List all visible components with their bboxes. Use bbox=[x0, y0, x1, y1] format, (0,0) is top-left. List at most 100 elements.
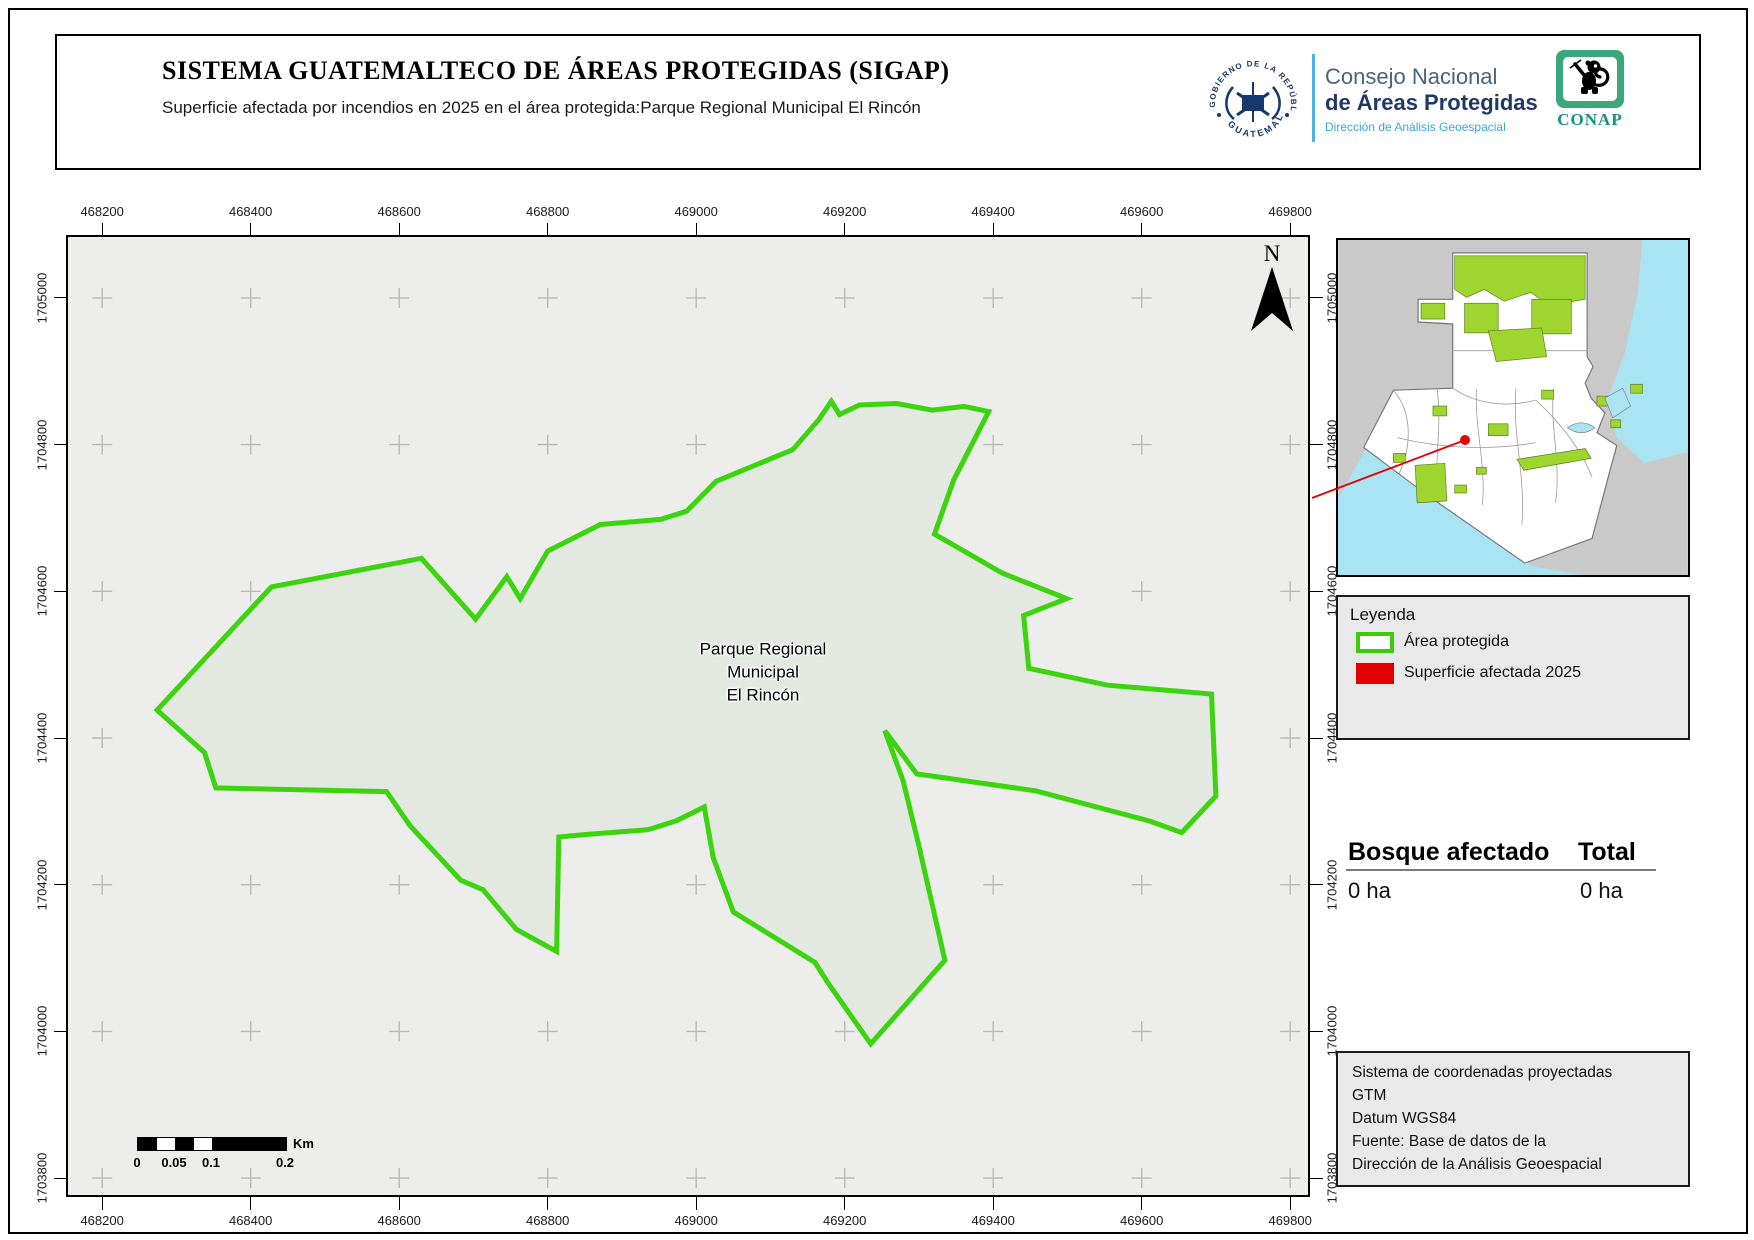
protected-area-swatch-icon bbox=[1356, 632, 1394, 653]
protected-area-label: Parque Regional Municipal El Rincón bbox=[699, 639, 827, 705]
x-tick-label: 468400 bbox=[228, 1213, 273, 1228]
brand-divider bbox=[1312, 54, 1315, 142]
x-tick-label: 469800 bbox=[1268, 204, 1312, 219]
x-tick bbox=[695, 223, 697, 236]
x-tick-label: 468800 bbox=[525, 204, 570, 219]
legend-title: Leyenda bbox=[1350, 605, 1416, 624]
x-tick bbox=[547, 223, 549, 236]
x-tick-label: 468600 bbox=[377, 1213, 421, 1228]
x-tick-label: 469200 bbox=[822, 1213, 867, 1228]
y-tick bbox=[1310, 1177, 1323, 1179]
stats-header-total: Total bbox=[1578, 838, 1636, 866]
x-tick bbox=[547, 1197, 549, 1210]
guatemala-inset-canvas bbox=[1338, 240, 1688, 575]
scale-bar-segments bbox=[137, 1137, 287, 1151]
x-tick bbox=[101, 1197, 103, 1210]
y-tick bbox=[54, 590, 67, 592]
x-tick bbox=[398, 223, 400, 236]
y-tick-label: 1704000 bbox=[34, 1006, 50, 1057]
y-tick bbox=[54, 297, 67, 299]
conap-wordmark: CONAP bbox=[1557, 110, 1623, 129]
x-tick-label: 468200 bbox=[80, 1213, 124, 1228]
y-tick bbox=[1310, 1030, 1323, 1032]
x-tick bbox=[844, 223, 846, 236]
y-tick bbox=[54, 884, 67, 886]
guatemala-government-seal-icon: GOBIERNO DE LA REPÚBLICA GUATEMALA bbox=[1203, 53, 1300, 150]
stats-value-bosque: 0 ha bbox=[1348, 878, 1391, 903]
coordinate-system-info-box: Sistema de coordenadas proyectadas GTM D… bbox=[1336, 1051, 1690, 1187]
grid-crosses bbox=[92, 287, 1301, 1189]
y-tick-label: 1704600 bbox=[34, 565, 50, 617]
x-tick bbox=[1141, 1197, 1143, 1210]
y-tick-label: 1704400 bbox=[34, 712, 50, 764]
scale-bar-label: 0.1 bbox=[201, 1155, 221, 1170]
x-tick bbox=[695, 1197, 697, 1210]
conap-logo: CONAP bbox=[1550, 48, 1630, 144]
main-map: Parque Regional Municipal El Rincón bbox=[66, 235, 1310, 1197]
north-arrow: N bbox=[1249, 241, 1295, 337]
scale-bar-label: 0.05 bbox=[161, 1155, 187, 1170]
x-tick-label: 468200 bbox=[80, 204, 124, 219]
stats-underline bbox=[1346, 869, 1656, 871]
scale-bar-segment bbox=[212, 1138, 286, 1150]
stats-header-bosque: Bosque afectado bbox=[1348, 838, 1550, 866]
x-tick-label: 469600 bbox=[1119, 204, 1164, 219]
x-tick bbox=[992, 223, 994, 236]
x-tick bbox=[250, 223, 252, 236]
x-tick-label: 469800 bbox=[1268, 1213, 1312, 1228]
north-arrow-icon bbox=[1251, 267, 1293, 331]
brand-department: Dirección de Análisis Geoespacial bbox=[1325, 120, 1506, 134]
x-tick bbox=[1289, 1197, 1291, 1210]
scale-bar-label: 0.2 bbox=[275, 1155, 295, 1170]
x-tick-label: 468600 bbox=[377, 204, 421, 219]
brand-name-line1: Consejo Nacional bbox=[1325, 64, 1498, 89]
x-tick-label: 469400 bbox=[971, 204, 1015, 219]
y-tick bbox=[54, 737, 67, 739]
x-tick bbox=[844, 1197, 846, 1210]
scale-bar-segment bbox=[175, 1138, 194, 1150]
x-tick-label: 469400 bbox=[971, 1213, 1015, 1228]
page-border bbox=[8, 8, 1748, 1234]
x-tick bbox=[250, 1197, 252, 1210]
y-tick-label: 1704200 bbox=[34, 859, 50, 911]
x-tick bbox=[1141, 223, 1143, 236]
x-tick bbox=[398, 1197, 400, 1210]
legend: Leyenda Área protegida Superficie afecta… bbox=[1336, 595, 1690, 740]
y-tick-label: 1705000 bbox=[34, 272, 50, 324]
scale-bar-segment bbox=[156, 1138, 175, 1150]
brand-name-line2: de Áreas Protegidas bbox=[1325, 90, 1538, 115]
page-subtitle: Superficie afectada por incendios en 202… bbox=[162, 98, 921, 117]
header: SISTEMA GUATEMALTECO DE ÁREAS PROTEGIDAS… bbox=[55, 34, 1701, 170]
scale-bar-segment bbox=[193, 1138, 212, 1150]
y-tick bbox=[1310, 737, 1323, 739]
protected-area-map-canvas bbox=[92, 287, 1301, 1189]
x-tick bbox=[1289, 223, 1291, 236]
x-tick-label: 468800 bbox=[525, 1213, 570, 1228]
y-tick-label: 1704800 bbox=[34, 419, 50, 470]
y-tick bbox=[1310, 444, 1323, 446]
protected-area-polygon bbox=[153, 396, 1219, 1048]
y-tick bbox=[54, 444, 67, 446]
y-tick bbox=[1310, 297, 1323, 299]
y-tick bbox=[1310, 590, 1323, 592]
x-tick-label: 469000 bbox=[674, 204, 718, 219]
x-tick bbox=[101, 223, 103, 236]
y-tick bbox=[1310, 884, 1323, 886]
x-tick-label: 469000 bbox=[674, 1213, 718, 1228]
affected-surface-swatch-icon bbox=[1356, 663, 1394, 684]
north-label: N bbox=[1263, 241, 1281, 266]
stats-value-total: 0 ha bbox=[1580, 878, 1623, 903]
page-title: SISTEMA GUATEMALTECO DE ÁREAS PROTEGIDAS… bbox=[162, 56, 950, 85]
guatemala-inset-map bbox=[1336, 238, 1690, 577]
x-tick-label: 468400 bbox=[228, 204, 273, 219]
scale-bar-segment bbox=[138, 1138, 157, 1150]
y-tick bbox=[54, 1177, 67, 1179]
y-tick bbox=[54, 1030, 67, 1032]
x-tick-label: 469600 bbox=[1119, 1213, 1164, 1228]
scale-unit: Km bbox=[293, 1136, 314, 1151]
conap-monkey-icon bbox=[1556, 50, 1624, 108]
x-tick-label: 469200 bbox=[822, 204, 867, 219]
y-tick-label: 1704200 bbox=[1324, 859, 1340, 911]
y-tick-label: 1704000 bbox=[1324, 1006, 1340, 1057]
